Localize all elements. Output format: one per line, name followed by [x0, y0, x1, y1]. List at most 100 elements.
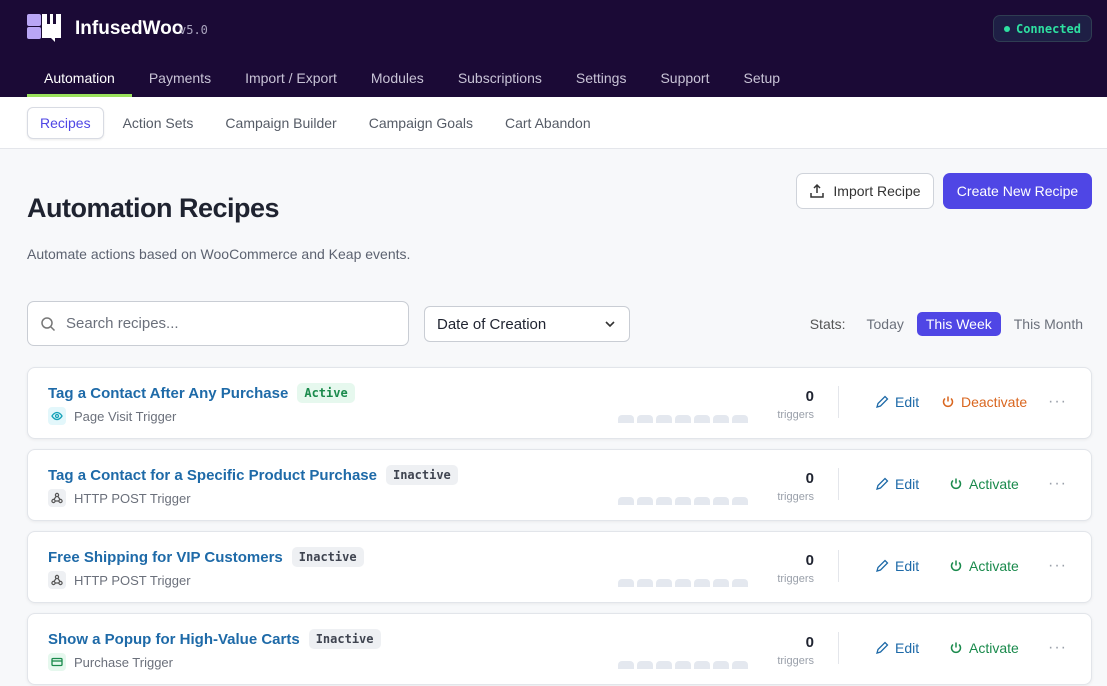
- sparkline-bar: [732, 415, 748, 423]
- sparkline-bar: [637, 579, 653, 587]
- activity-sparkline: [618, 579, 748, 587]
- page-title: Automation Recipes: [27, 193, 280, 223]
- sparkline-bar: [656, 579, 672, 587]
- edit-label: Edit: [895, 640, 920, 656]
- sparkline-bar: [637, 415, 653, 423]
- sparkline-bar: [713, 661, 729, 669]
- eye-icon: [48, 407, 66, 425]
- subnav-tab-recipes[interactable]: Recipes: [27, 106, 104, 139]
- trigger-count-label: triggers: [777, 655, 814, 667]
- edit-button[interactable]: Edit: [875, 640, 919, 656]
- edit-button[interactable]: Edit: [875, 394, 919, 410]
- activate-button[interactable]: Activate: [949, 640, 1019, 656]
- more-options-icon[interactable]: ···: [1048, 393, 1067, 410]
- sparkline-bar: [618, 579, 634, 587]
- import-recipe-label: Import Recipe: [833, 183, 921, 199]
- nav-tab-automation[interactable]: Automation: [27, 62, 132, 97]
- divider: [838, 386, 839, 418]
- recipe-title-link[interactable]: Show a Popup for High-Value Carts: [48, 630, 300, 648]
- sparkline-bar: [618, 497, 634, 505]
- stats-option-this-month[interactable]: This Month: [1013, 316, 1083, 332]
- webhook-icon: [48, 489, 66, 507]
- deactivate-button[interactable]: Deactivate: [941, 394, 1027, 410]
- sub-nav: Recipes Action Sets Campaign Builder Campai…: [0, 97, 1107, 149]
- version-label: v5.0: [179, 23, 208, 37]
- page-description: Automate actions based on WooCommerce an…: [27, 246, 411, 262]
- credit-card-icon: [48, 653, 66, 671]
- create-new-recipe-button[interactable]: Create New Recipe: [943, 173, 1092, 209]
- nav-tab-subscriptions[interactable]: Subscriptions: [457, 70, 542, 86]
- sparkline-bar: [732, 497, 748, 505]
- search-box[interactable]: [27, 301, 409, 346]
- main-nav: Automation Payments Import / Export Modules…: [27, 62, 797, 97]
- sparkline-bar: [618, 415, 634, 423]
- nav-tab-payments[interactable]: Payments: [148, 70, 212, 86]
- import-recipe-button[interactable]: Import Recipe: [796, 173, 934, 209]
- more-options-icon[interactable]: ···: [1048, 557, 1067, 574]
- sparkline-bar: [675, 497, 691, 505]
- power-icon: [950, 560, 962, 572]
- subnav-tab-campaign-goals[interactable]: Campaign Goals: [368, 114, 473, 131]
- toggle-label: Activate: [969, 558, 1019, 574]
- power-icon: [942, 396, 954, 408]
- recipe-card: Free Shipping for VIP Customers Inactive …: [27, 531, 1092, 603]
- trigger-count-label: triggers: [777, 409, 814, 421]
- sparkline-bar: [694, 579, 710, 587]
- recipe-title-link[interactable]: Free Shipping for VIP Customers: [48, 548, 283, 566]
- sparkline-bar: [713, 415, 729, 423]
- sparkline-bar: [675, 415, 691, 423]
- divider: [838, 632, 839, 664]
- chevron-down-icon: [605, 321, 615, 328]
- recipe-title-link[interactable]: Tag a Contact After Any Purchase: [48, 384, 289, 402]
- sparkline-bar: [675, 661, 691, 669]
- search-input[interactable]: [66, 315, 386, 332]
- sort-select[interactable]: Date of Creation: [424, 306, 630, 342]
- status-text: Connected: [1015, 21, 1081, 36]
- nav-tab-modules[interactable]: Modules: [370, 70, 424, 86]
- nav-tab-import-export[interactable]: Import / Export: [245, 70, 337, 86]
- edit-button[interactable]: Edit: [875, 558, 919, 574]
- app-header: InfusedWoo v5.0 Connected Automation Paym…: [0, 0, 1107, 97]
- edit-button[interactable]: Edit: [875, 476, 919, 492]
- more-options-icon[interactable]: ···: [1048, 475, 1067, 492]
- sparkline-bar: [656, 497, 672, 505]
- logo-icon: [27, 14, 61, 42]
- nav-tab-setup[interactable]: Setup: [743, 70, 781, 86]
- subnav-tab-campaign-builder[interactable]: Campaign Builder: [225, 114, 337, 131]
- trigger-type: HTTP POST Trigger: [74, 490, 191, 506]
- trigger-type: Page Visit Trigger: [74, 408, 177, 424]
- activate-button[interactable]: Activate: [949, 476, 1019, 492]
- nav-tab-settings[interactable]: Settings: [575, 70, 627, 86]
- status-badge: Inactive: [385, 465, 458, 485]
- subnav-tab-action-sets[interactable]: Action Sets: [122, 114, 194, 131]
- activity-sparkline: [618, 415, 748, 423]
- stats-option-today[interactable]: Today: [866, 316, 904, 332]
- brand-name: InfusedWoo: [75, 18, 184, 39]
- edit-label: Edit: [895, 394, 920, 410]
- sparkline-bar: [637, 661, 653, 669]
- power-icon: [950, 642, 962, 654]
- subnav-tab-cart-abandon[interactable]: Cart Abandon: [505, 114, 591, 131]
- divider: [838, 468, 839, 500]
- activate-button[interactable]: Activate: [949, 558, 1019, 574]
- sparkline-bar: [713, 497, 729, 505]
- webhook-icon: [48, 571, 66, 589]
- stats-option-this-week[interactable]: This Week: [916, 312, 1001, 336]
- status-badge: Active: [297, 383, 355, 403]
- connection-status-badge: Connected: [992, 15, 1092, 42]
- toggle-label: Activate: [969, 476, 1019, 492]
- trigger-count: 0: [805, 470, 814, 487]
- more-options-icon[interactable]: ···: [1048, 639, 1067, 656]
- sort-select-value: Date of Creation: [437, 315, 547, 333]
- recipe-card: Tag a Contact After Any Purchase Active P…: [27, 367, 1092, 439]
- edit-label: Edit: [895, 476, 920, 492]
- upload-icon: [810, 183, 825, 198]
- sparkline-bar: [694, 661, 710, 669]
- status-dot-icon: [1003, 25, 1010, 32]
- pencil-icon: [876, 395, 889, 408]
- nav-tab-support[interactable]: Support: [660, 70, 710, 86]
- recipe-title-link[interactable]: Tag a Contact for a Specific Product Pur…: [48, 466, 377, 484]
- sparkline-bar: [694, 415, 710, 423]
- sparkline-bar: [675, 579, 691, 587]
- sparkline-bar: [732, 661, 748, 669]
